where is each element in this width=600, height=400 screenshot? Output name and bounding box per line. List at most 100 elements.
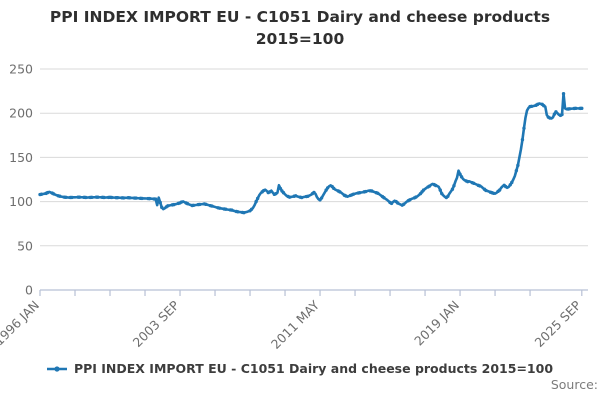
data-point-marker (504, 184, 508, 189)
data-point-marker (249, 207, 254, 211)
data-point-marker (262, 188, 266, 193)
data-point-marker (522, 126, 526, 130)
data-point-marker (520, 138, 525, 142)
data-point-marker (274, 191, 278, 196)
data-point-marker (561, 92, 566, 96)
source-label: Source: (550, 377, 598, 392)
data-point-marker (382, 196, 386, 200)
data-point-marker (198, 202, 202, 207)
chart-title-line2: 2015=100 (255, 30, 345, 48)
data-point-marker (548, 116, 552, 120)
y-tick-label-50: 50 (17, 238, 33, 253)
data-point-marker (115, 195, 120, 200)
data-point-marker (179, 200, 184, 204)
x-tick-label: 2025 SEP (531, 297, 584, 350)
data-point-marker (96, 195, 100, 199)
data-point-marker (64, 195, 68, 199)
data-point-marker (242, 210, 246, 215)
legend: PPI INDEX IMPORT EU - C1051 Dairy and ch… (0, 361, 600, 376)
data-point-marker (567, 107, 572, 111)
legend-label: PPI INDEX IMPORT EU - C1051 Dairy and ch… (73, 361, 554, 376)
data-point-marker (166, 204, 170, 208)
data-point-marker (45, 190, 50, 195)
data-point-marker (134, 196, 138, 200)
data-point-marker (217, 206, 222, 210)
data-point-marker (278, 186, 283, 191)
y-tick-label-250: 250 (9, 62, 33, 77)
data-point-marker (90, 195, 94, 200)
data-point-marker (529, 104, 534, 109)
y-tick-label-100: 100 (9, 194, 33, 209)
data-point-marker (128, 196, 132, 200)
data-point-marker (287, 195, 292, 199)
data-point-marker (472, 181, 476, 185)
data-point-marker (357, 191, 362, 195)
data-point-marker (147, 196, 152, 201)
data-point-marker (230, 208, 234, 212)
data-point-marker (185, 202, 190, 206)
data-point-marker (204, 202, 208, 207)
data-point-marker (421, 188, 426, 192)
data-point-marker (491, 191, 496, 195)
data-point-marker (312, 190, 316, 195)
data-point-marker (446, 194, 450, 198)
data-point-marker (427, 184, 432, 188)
data-point-marker (344, 194, 348, 198)
data-point-marker (580, 106, 584, 111)
data-point-marker (370, 189, 374, 193)
data-point-marker (210, 204, 214, 208)
data-point-marker (319, 196, 324, 200)
data-point-marker (223, 207, 228, 211)
data-point-marker (450, 187, 455, 191)
data-point-marker (459, 175, 464, 179)
data-point-marker (158, 200, 162, 205)
data-point-marker (574, 106, 578, 111)
data-point-marker (535, 102, 540, 107)
data-point-marker (325, 186, 330, 190)
x-tick-label: 2019 JAN (411, 298, 462, 349)
data-point-marker (510, 180, 514, 185)
data-point-marker (268, 190, 272, 194)
data-point-marker (306, 194, 310, 198)
data-point-marker (109, 195, 114, 200)
data-point-marker (351, 192, 356, 196)
data-point-marker (338, 190, 342, 194)
x-tick-label: 1996 JAN (0, 298, 42, 349)
data-point-marker (293, 194, 298, 198)
data-point-marker (363, 189, 368, 194)
data-point-marker (254, 199, 258, 204)
data-point-marker (281, 191, 286, 195)
x-tick-label: 2003 SEP (130, 297, 183, 350)
data-point-marker (39, 192, 44, 196)
data-point-marker (402, 202, 406, 206)
legend-line-marker-icon (46, 365, 67, 372)
data-point-marker (458, 172, 462, 176)
data-point-marker (440, 191, 444, 196)
data-point-marker (52, 192, 56, 196)
data-point-marker (478, 184, 482, 188)
data-point-marker (484, 188, 488, 193)
x-tick-label: 2011 MAY (268, 297, 323, 352)
data-point-marker (77, 195, 82, 199)
data-point-marker (83, 195, 88, 200)
y-tick-label-0: 0 (25, 283, 33, 298)
data-point-marker (332, 186, 336, 191)
series-line (38, 92, 584, 214)
data-point-marker (172, 202, 176, 207)
data-point-marker (236, 210, 240, 214)
chart-title: PPI INDEX IMPORT EU - C1051 Dairy and ch… (0, 6, 600, 50)
data-point-marker (434, 183, 438, 188)
data-point-marker (465, 179, 470, 184)
data-point-marker (395, 201, 400, 205)
data-point-marker (497, 188, 502, 192)
data-point-marker (140, 196, 144, 201)
data-point-marker (376, 191, 380, 195)
data-point-marker (70, 195, 74, 200)
data-point-marker (514, 168, 519, 173)
data-point-marker (160, 205, 164, 210)
chart-title-line1: PPI INDEX IMPORT EU - C1051 Dairy and ch… (49, 8, 551, 26)
data-point-marker (408, 198, 412, 202)
data-point-marker (58, 194, 62, 198)
